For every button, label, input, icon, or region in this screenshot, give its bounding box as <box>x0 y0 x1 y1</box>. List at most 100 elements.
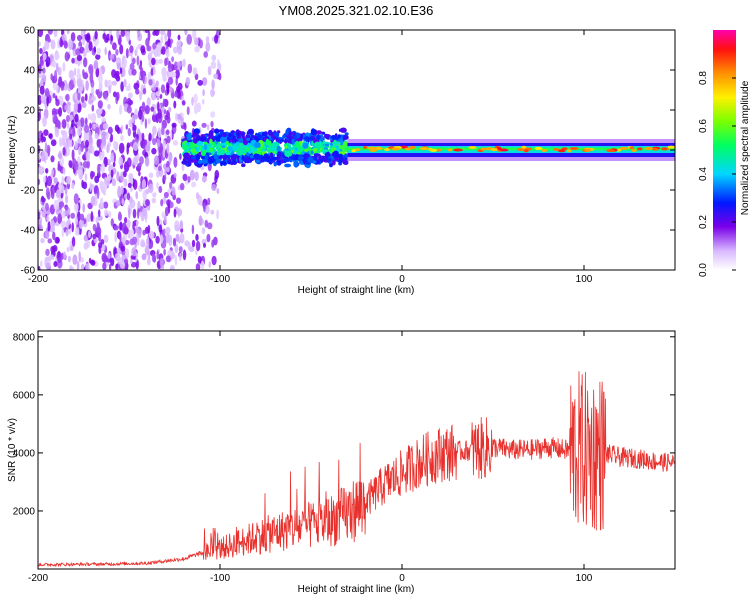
snr-y-label: SNR (10 * v/v) <box>7 418 18 482</box>
noise-blob <box>77 126 82 136</box>
peak-blob <box>436 148 441 152</box>
noise-blob <box>188 246 195 253</box>
noise-blob <box>102 33 107 40</box>
y-tick-label: 8000 <box>13 332 36 343</box>
signal-blob <box>266 159 271 163</box>
noise-blob <box>46 214 50 223</box>
peak-blob <box>490 148 499 152</box>
noise-blob <box>55 99 60 107</box>
signal-blob <box>253 153 261 160</box>
noise-blob <box>169 181 173 190</box>
noise-blob <box>176 39 182 48</box>
noise-blob <box>68 69 75 80</box>
noise-blob <box>174 91 178 98</box>
noise-blob <box>43 129 49 137</box>
peak-blob <box>558 149 566 153</box>
colorbar-ticks: 0.0 0.2 0.4 0.6 0.8 <box>698 71 736 277</box>
signal-blob <box>203 144 208 151</box>
peak-blob <box>652 147 658 151</box>
noise-blob <box>55 189 61 199</box>
noise-blob <box>107 103 111 110</box>
noise-blob <box>76 54 82 62</box>
noise-blob <box>74 202 79 212</box>
noise-blob <box>126 105 132 114</box>
noise-blob <box>119 221 123 231</box>
noise-blob <box>77 138 82 144</box>
noise-blob <box>107 252 111 259</box>
noise-blob <box>148 132 152 142</box>
noise-blob <box>176 61 183 68</box>
noise-blob <box>206 233 211 243</box>
noise-blob <box>72 254 78 265</box>
noise-blob <box>40 237 45 244</box>
noise-blob <box>102 123 109 130</box>
noise-blob <box>101 162 105 174</box>
noise-blob <box>58 183 62 189</box>
noise-blob <box>116 30 120 40</box>
noise-blob <box>79 117 85 128</box>
signal-blob <box>222 155 228 160</box>
signal-blob <box>291 138 295 145</box>
signal-blob <box>273 161 277 167</box>
noise-blob <box>147 224 151 234</box>
noise-blob <box>125 124 129 130</box>
signal-blob <box>285 129 289 136</box>
noise-blob <box>76 260 80 270</box>
noise-blob <box>131 68 137 76</box>
noise-blob <box>40 132 44 143</box>
peak-blob <box>584 148 592 152</box>
noise-blob <box>163 175 167 181</box>
signal-blob <box>219 136 226 144</box>
noise-blob <box>195 234 199 241</box>
noise-blob <box>78 251 81 262</box>
noise-blob <box>148 183 154 194</box>
noise-blob <box>65 114 70 123</box>
noise-blob <box>179 233 185 244</box>
noise-blob <box>146 97 151 107</box>
signal-blob <box>227 160 232 165</box>
peak-blob <box>566 149 572 153</box>
snr-x-ticks: -200 -100 0 100 <box>28 331 593 584</box>
signal-blob <box>316 134 320 141</box>
noise-blob <box>41 197 46 203</box>
noise-blob <box>68 160 73 169</box>
noise-blob <box>144 118 148 129</box>
signal-blob <box>309 136 313 141</box>
signal-blob <box>211 137 216 142</box>
noise-blob <box>203 242 206 248</box>
noise-blob <box>38 211 41 220</box>
noise-blob <box>142 72 145 83</box>
y-tick-label: 2000 <box>13 506 36 517</box>
signal-blob <box>338 153 343 159</box>
noise-blob <box>211 255 217 266</box>
noise-blob <box>84 124 90 134</box>
noise-blob <box>160 30 165 36</box>
noise-blob <box>132 57 136 64</box>
noise-blob <box>152 30 157 36</box>
noise-blob <box>122 236 126 246</box>
signal-blob <box>236 150 244 156</box>
y-tick-label: 20 <box>24 106 36 117</box>
noise-blob <box>182 58 186 68</box>
noise-blob <box>166 160 170 170</box>
signal-blob <box>284 138 288 144</box>
noise-blob <box>145 37 150 47</box>
signal-blob <box>225 151 231 156</box>
signal-blob <box>307 156 314 164</box>
noise-blob <box>145 236 150 248</box>
signal-blob <box>295 140 300 148</box>
noise-blob <box>38 178 41 186</box>
noise-blob <box>163 109 167 115</box>
noise-blob <box>117 213 123 221</box>
noise-blob <box>66 53 71 59</box>
noise-blob <box>205 41 211 52</box>
noise-blob <box>77 68 80 75</box>
noise-blob <box>155 91 161 97</box>
x-tick-label: -200 <box>28 274 48 285</box>
noise-blob <box>71 149 75 161</box>
signal-blob <box>324 152 331 158</box>
noise-blob <box>176 89 181 99</box>
noise-blob <box>47 30 53 35</box>
peak-blob <box>351 149 357 153</box>
signal-blob <box>216 147 222 153</box>
